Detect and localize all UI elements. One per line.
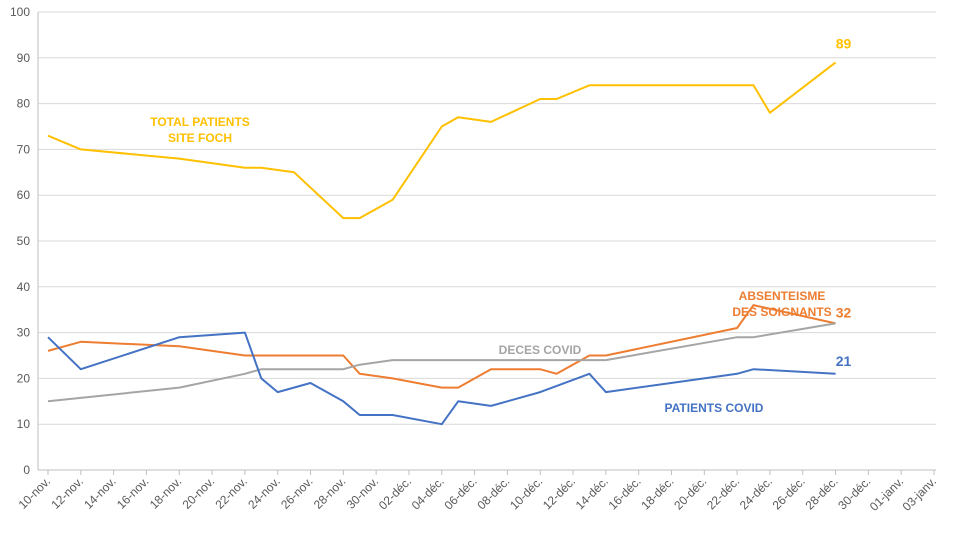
y-tick-label: 70 (17, 142, 31, 156)
x-tick-label: 10-déc. (507, 474, 545, 512)
x-tick-label: 16-déc. (606, 474, 644, 512)
x-tick-label: 12-nov. (48, 474, 86, 512)
x-tick-label: 26-nov. (278, 474, 316, 512)
x-tick-label: 03-janv. (900, 474, 939, 513)
x-tick-label: 30-déc. (835, 474, 873, 512)
y-tick-label: 80 (17, 97, 31, 111)
x-tick-label: 24-nov. (245, 474, 283, 512)
x-tick-label: 18-nov. (147, 474, 185, 512)
series-name-label: DES SOIGNANTS (732, 305, 831, 319)
y-tick-label: 0 (23, 463, 30, 477)
x-tick-label: 02-déc. (376, 474, 414, 512)
series-name-label: PATIENTS COVID (665, 401, 764, 415)
series-name-label: ABSENTEISME (739, 289, 826, 303)
series-line-0 (47, 61, 837, 220)
series-line-2 (47, 322, 836, 403)
y-tick-label: 100 (10, 5, 30, 19)
y-tick-label: 40 (17, 280, 31, 294)
gridlines (38, 11, 936, 471)
x-tick-label: 16-nov. (114, 474, 152, 512)
y-tick-label: 60 (17, 188, 31, 202)
series-name-label: DECES COVID (499, 343, 582, 357)
x-tick-label: 26-déc. (770, 474, 808, 512)
y-axis: 0 10 20 30 40 50 60 70 80 90 100 (10, 5, 39, 477)
x-tick-label: 30-nov. (344, 474, 382, 512)
x-tick-label: 20-nov. (180, 474, 218, 512)
series-labels: 89 32 21 TOTAL PATIENTS SITE FOCH ABSENTEISME… (150, 35, 851, 415)
x-tick-label: 28-nov. (311, 474, 349, 512)
series-line-1 (47, 304, 836, 389)
x-tick-label: 28-déc. (802, 474, 840, 512)
x-axis: 10-nov.12-nov.14-nov.16-nov.18-nov.20-no… (16, 470, 939, 514)
y-tick-label: 30 (17, 326, 31, 340)
x-tick-label: 22-déc. (704, 474, 742, 512)
x-tick-label: 22-nov. (212, 474, 250, 512)
x-tick-label: 18-déc. (638, 474, 676, 512)
x-tick-label: 14-déc. (573, 474, 611, 512)
x-tick-label: 14-nov. (81, 474, 119, 512)
y-tick-label: 20 (17, 371, 31, 385)
x-tick-label: 20-déc. (671, 474, 709, 512)
end-value-label: 32 (836, 304, 852, 320)
y-tick-label: 10 (17, 417, 31, 431)
x-tick-label: 04-déc. (409, 474, 447, 512)
series-line-3 (47, 331, 836, 426)
y-tick-label: 90 (17, 51, 31, 65)
x-tick-label: 06-déc. (442, 474, 480, 512)
x-tick-label: 01-janv. (867, 474, 906, 513)
end-value-label: 89 (836, 35, 852, 51)
x-tick-label: 10-nov. (16, 474, 54, 512)
x-tick-label: 08-déc. (474, 474, 512, 512)
series-name-label: TOTAL PATIENTS (150, 115, 250, 129)
series-lines (47, 61, 837, 426)
y-tick-label: 50 (17, 234, 31, 248)
series-name-label: SITE FOCH (168, 131, 232, 145)
x-tick-label: 12-déc. (540, 474, 578, 512)
x-tick-label: 24-déc. (737, 474, 775, 512)
end-value-label: 21 (836, 353, 852, 369)
